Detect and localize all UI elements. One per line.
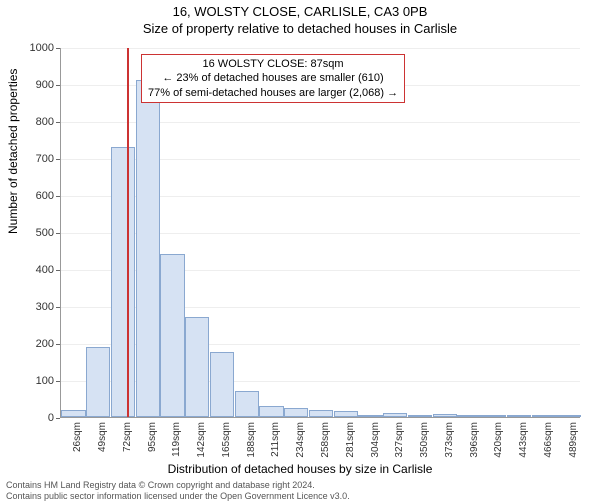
footer: Contains HM Land Registry data © Crown c… (6, 480, 350, 502)
y-tick-label: 600 (14, 190, 54, 202)
page-subtitle: Size of property relative to detached ho… (0, 21, 600, 36)
y-tick-mark (56, 122, 60, 123)
y-tick-label: 200 (14, 338, 54, 350)
annotation-line2: ← 23% of detached houses are smaller (61… (148, 71, 398, 85)
histogram-bar (136, 80, 160, 417)
histogram-bar (61, 410, 85, 417)
histogram-bar (185, 317, 209, 417)
y-tick-label: 700 (14, 153, 54, 165)
y-axis-label: Number of detached properties (6, 69, 20, 234)
y-tick-mark (56, 418, 60, 419)
y-tick-label: 400 (14, 264, 54, 276)
y-tick-mark (56, 196, 60, 197)
histogram-bar (532, 415, 556, 417)
y-tick-mark (56, 307, 60, 308)
y-tick-mark (56, 233, 60, 234)
y-tick-mark (56, 344, 60, 345)
histogram-bar (259, 406, 283, 417)
histogram-bar (556, 415, 580, 417)
histogram-bar (210, 352, 234, 417)
histogram-bar (309, 410, 333, 417)
plot-area: 16 WOLSTY CLOSE: 87sqm ← 23% of detached… (60, 48, 580, 418)
annotation-line3: 77% of semi-detached houses are larger (… (148, 86, 398, 100)
y-tick-mark (56, 159, 60, 160)
chart-area: 16 WOLSTY CLOSE: 87sqm ← 23% of detached… (60, 48, 580, 418)
y-tick-mark (56, 48, 60, 49)
y-tick-label: 100 (14, 375, 54, 387)
y-tick-label: 0 (14, 412, 54, 424)
histogram-bar (358, 415, 382, 417)
y-tick-mark (56, 85, 60, 86)
y-tick-label: 800 (14, 116, 54, 128)
histogram-bar (433, 414, 457, 417)
annotation-line1: 16 WOLSTY CLOSE: 87sqm (148, 57, 398, 71)
y-tick-label: 300 (14, 301, 54, 313)
y-tick-mark (56, 270, 60, 271)
histogram-bar (111, 147, 135, 417)
y-tick-label: 500 (14, 227, 54, 239)
page-title: 16, WOLSTY CLOSE, CARLISLE, CA3 0PB (0, 4, 600, 19)
histogram-bar (235, 391, 259, 417)
histogram-bar (457, 415, 481, 417)
footer-line2: Contains public sector information licen… (6, 491, 350, 502)
histogram-bar (507, 415, 531, 417)
x-axis-label: Distribution of detached houses by size … (0, 462, 600, 476)
annotation-box: 16 WOLSTY CLOSE: 87sqm ← 23% of detached… (141, 54, 405, 103)
histogram-bar (284, 408, 308, 417)
histogram-bar (383, 413, 407, 417)
histogram-bar (86, 347, 110, 417)
histogram-bar (334, 411, 358, 417)
histogram-bar (408, 415, 432, 417)
bars-group (61, 48, 580, 417)
histogram-bar (482, 415, 506, 417)
y-tick-label: 900 (14, 79, 54, 91)
y-tick-label: 1000 (14, 42, 54, 54)
footer-line1: Contains HM Land Registry data © Crown c… (6, 480, 350, 491)
y-tick-mark (56, 381, 60, 382)
marker-line (127, 48, 129, 417)
histogram-bar (160, 254, 184, 417)
